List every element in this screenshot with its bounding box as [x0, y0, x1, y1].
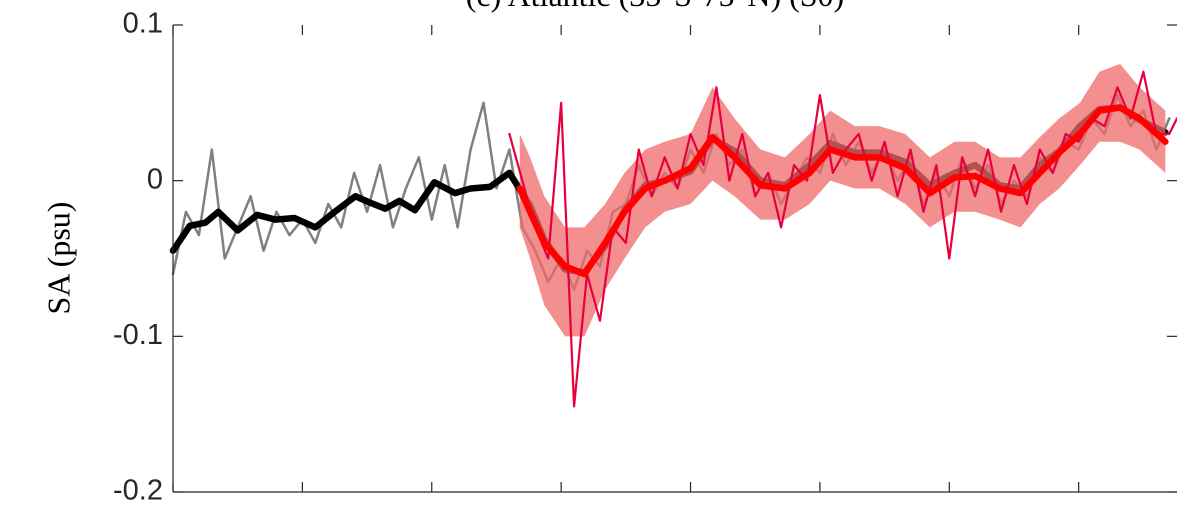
series-line: [508, 70, 1177, 408]
chart-title: (c) Atlantic (35°S-75°N) (S0): [466, 0, 844, 13]
series-line: [516, 104, 1169, 278]
y-axis-label: SA (psu): [40, 202, 76, 315]
y-tick-label: -0.2: [113, 475, 163, 507]
plot-area: [169, 63, 1177, 408]
y-tick-label: 0.1: [123, 8, 163, 40]
uncertainty-band: [519, 63, 1166, 337]
y-tick-label: -0.1: [113, 319, 163, 351]
y-tick-label: 0: [147, 163, 163, 195]
